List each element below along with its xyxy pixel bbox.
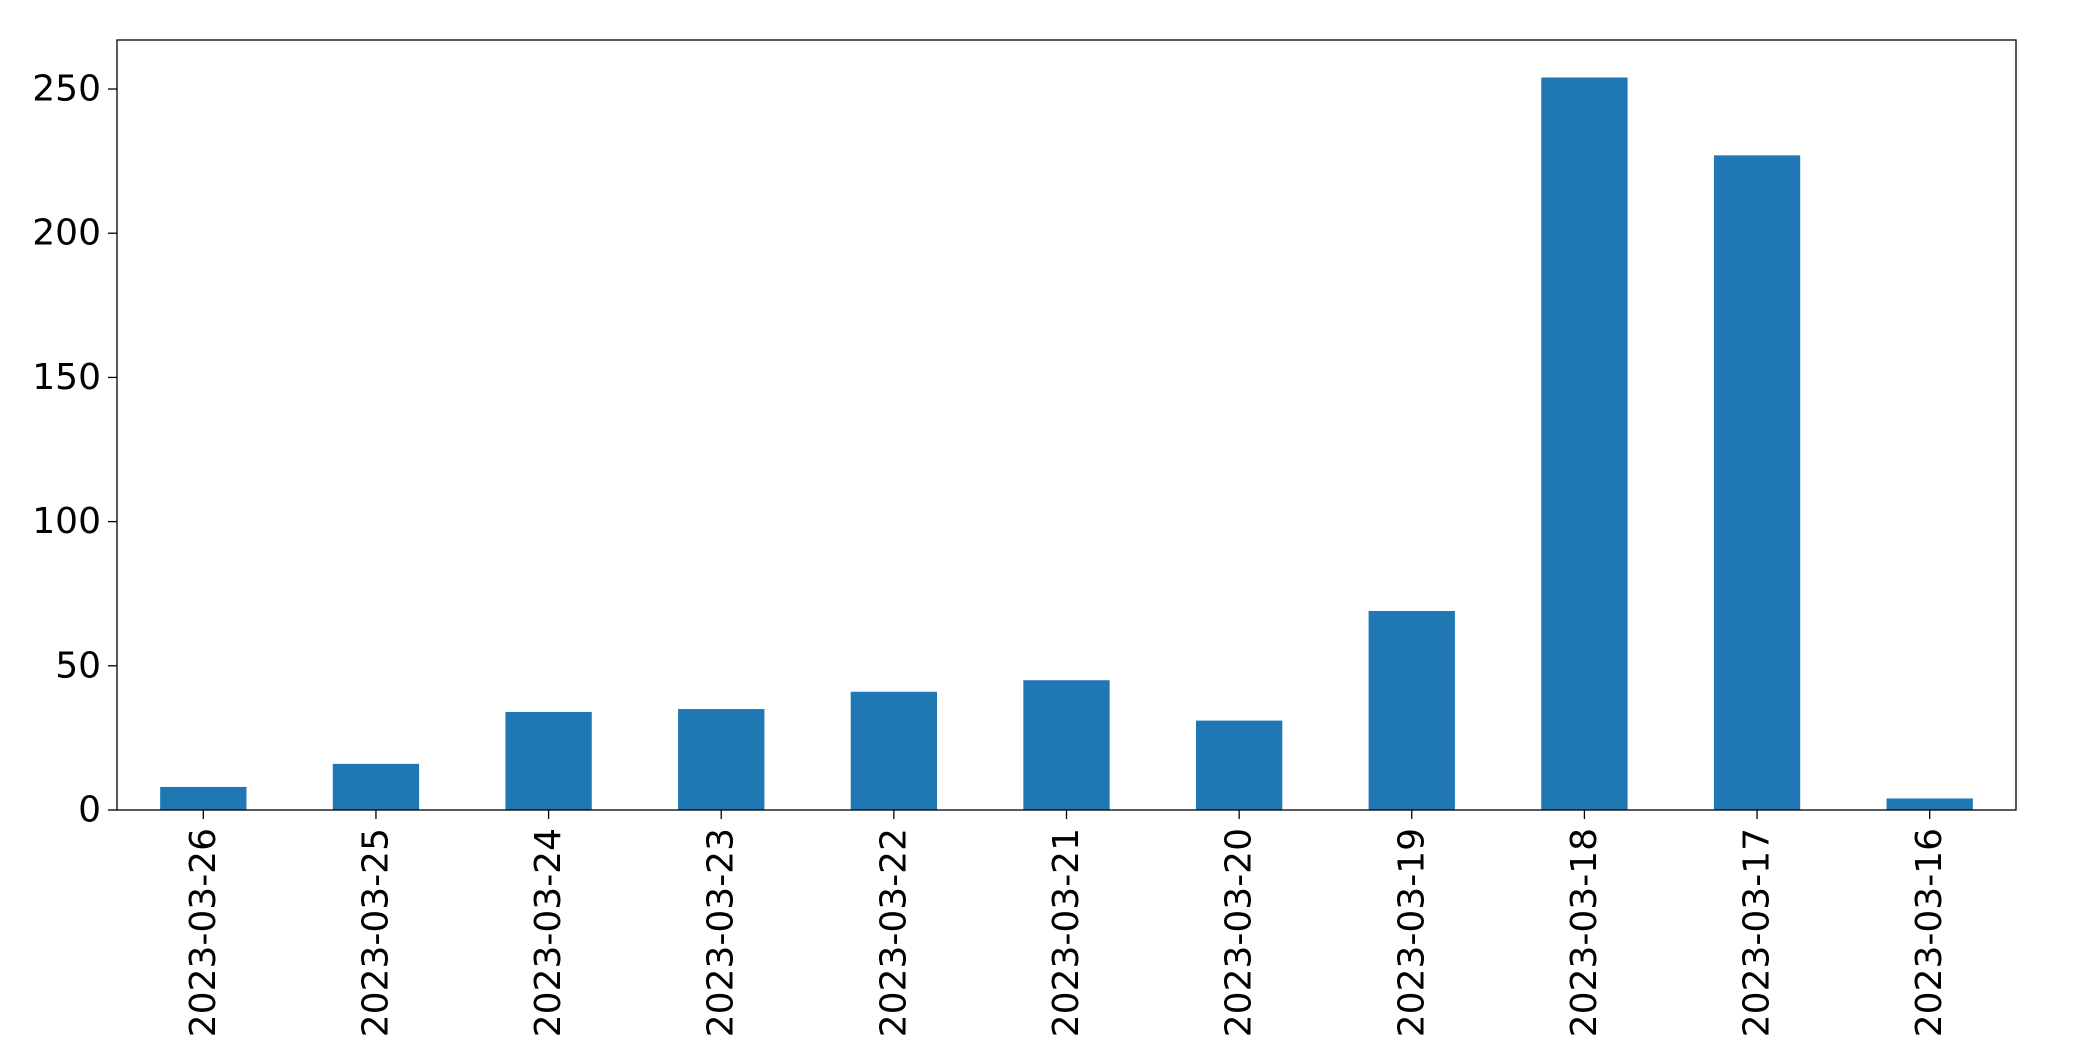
x-tick-label: 2023-03-21 — [1046, 828, 1087, 1037]
bar-2023-03-24 — [505, 711, 592, 810]
bar-2023-03-17 — [1713, 155, 1801, 810]
x-tick-label: 2023-03-24 — [528, 828, 569, 1037]
bar-2023-03-21 — [1023, 680, 1110, 810]
x-tick-label: 2023-03-23 — [701, 828, 742, 1037]
x-tick-label: 2023-03-17 — [1737, 828, 1778, 1037]
y-tick-label: 250 — [32, 69, 101, 110]
x-tick-label: 2023-03-25 — [355, 828, 396, 1037]
bar-2023-03-26 — [160, 786, 247, 810]
bar-2023-03-16 — [1886, 798, 1973, 810]
bar-2023-03-23 — [678, 709, 765, 810]
plot-area-frame — [116, 39, 2017, 811]
y-tick-label: 100 — [32, 501, 101, 542]
x-tick-label: 2023-03-20 — [1219, 828, 1260, 1037]
x-tick-label: 2023-03-26 — [183, 828, 224, 1037]
x-tick-label: 2023-03-22 — [873, 828, 914, 1037]
bars-layer — [160, 77, 1973, 810]
bar-2023-03-18 — [1541, 77, 1628, 810]
bar-2023-03-25 — [332, 763, 420, 810]
y-tick-label: 200 — [32, 213, 101, 254]
x-tick-label: 2023-03-19 — [1391, 828, 1432, 1037]
y-tick-label: 50 — [55, 645, 101, 686]
x-axis: 2023-03-26 2023-03-25 2023-03-24 2023-03-23… — [183, 810, 1950, 1037]
bar-2023-03-22 — [850, 691, 938, 810]
bar-2023-03-20 — [1195, 720, 1283, 810]
bar-2023-03-19 — [1368, 611, 1455, 810]
x-tick-label: 2023-03-16 — [1909, 828, 1950, 1037]
y-axis: 0 50 100 150 200 250 — [32, 69, 117, 831]
x-tick-label: 2023-03-18 — [1564, 828, 1605, 1037]
y-tick-label: 0 — [78, 790, 101, 831]
y-tick-label: 150 — [32, 357, 101, 398]
